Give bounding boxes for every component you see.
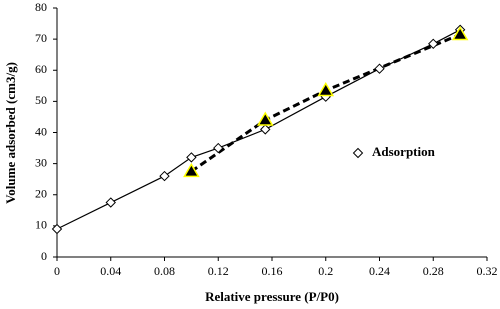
diamond-marker (260, 124, 271, 135)
triangle-marker (183, 162, 200, 178)
diamond-marker (374, 63, 385, 74)
y-tick-label: 0 (41, 249, 47, 263)
y-tick-label: 30 (35, 155, 47, 169)
y-tick-label: 10 (35, 218, 47, 232)
diamond-marker (186, 152, 197, 163)
triangle-marker (317, 81, 335, 97)
y-tick-label: 80 (35, 0, 47, 14)
triangle-marker (451, 25, 469, 41)
x-tick-label: 0.16 (262, 264, 283, 278)
legend-label: Adsorption (372, 144, 436, 159)
x-tick-label: 0.2 (318, 264, 333, 278)
x-tick-label: 0.32 (477, 264, 498, 278)
x-tick-label: 0.24 (369, 264, 390, 278)
y-tick-label: 60 (35, 62, 47, 76)
diamond-marker (105, 197, 116, 208)
diamond-marker (352, 147, 364, 159)
diamond-marker (159, 170, 170, 182)
y-tick-label: 70 (35, 31, 47, 45)
y-tick-label: 20 (35, 187, 47, 201)
x-tick-label: 0.08 (154, 264, 175, 278)
diamond-marker (51, 223, 63, 235)
diamond-marker (213, 142, 224, 154)
x-axis-label: Relative pressure (P/P0) (205, 289, 339, 304)
y-tick-label: 40 (35, 124, 47, 138)
x-tick-label: 0 (54, 264, 60, 278)
y-axis-label: Volume adsorbed (cm3/g) (3, 62, 18, 204)
diamond-marker (428, 38, 439, 50)
x-tick-label: 0.04 (100, 264, 121, 278)
triangle-marker (256, 111, 274, 126)
x-tick-label: 0.12 (208, 264, 229, 278)
x-tick-label: 0.28 (423, 264, 444, 278)
y-tick-label: 50 (35, 93, 47, 107)
dashed-line (190, 33, 461, 173)
